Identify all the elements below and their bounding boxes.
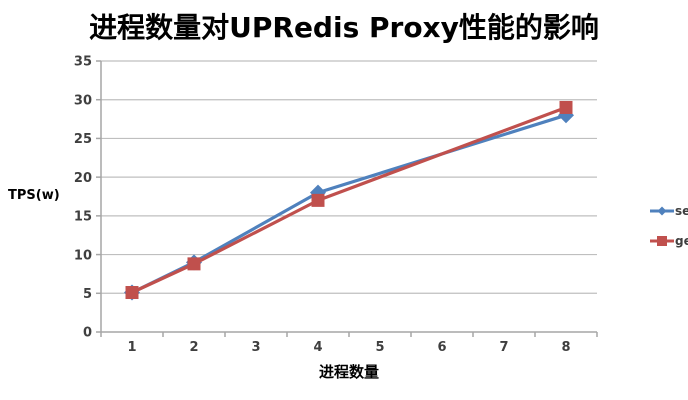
chart-title: 进程数量对UPRedis Proxy性能的影响 (89, 11, 599, 44)
x-tick-label: 6 (437, 340, 446, 355)
legend-label-set: set (675, 204, 688, 218)
legend-label-get: get (675, 234, 688, 248)
y-axis-title: TPS(w) (8, 188, 60, 203)
marker-get-2 (187, 257, 201, 271)
legend-item-set: set (650, 203, 688, 219)
y-tick-label: 5 (83, 287, 92, 302)
y-tick-label: 10 (74, 248, 92, 263)
marker-get-1 (125, 286, 139, 300)
y-tick-label: 25 (74, 132, 92, 147)
x-tick-label: 2 (189, 340, 198, 355)
y-tick-label: 20 (74, 171, 92, 186)
legend-swatch-set (650, 206, 674, 216)
x-tick-label: 8 (561, 340, 570, 355)
marker-get-8 (559, 100, 573, 114)
legend-swatch-get (650, 236, 674, 246)
y-tick-label: 0 (83, 326, 92, 341)
x-tick-label: 5 (375, 340, 384, 355)
y-tick-label: 15 (74, 210, 92, 225)
x-tick-label: 4 (313, 340, 322, 355)
marker-get-4 (311, 193, 325, 207)
legend-item-get: get (650, 233, 688, 249)
legend: set get (650, 203, 688, 249)
y-tick-label: 30 (74, 93, 92, 108)
series-line-get (130, 105, 568, 295)
x-tick-label: 1 (127, 340, 136, 355)
legend-diamond-icon (657, 206, 667, 216)
x-axis-title: 进程数量 (318, 363, 379, 381)
x-tick-label: 3 (251, 340, 260, 355)
y-tick-label: 35 (74, 55, 92, 70)
x-tick-label: 7 (499, 340, 508, 355)
legend-square-icon (657, 236, 667, 246)
